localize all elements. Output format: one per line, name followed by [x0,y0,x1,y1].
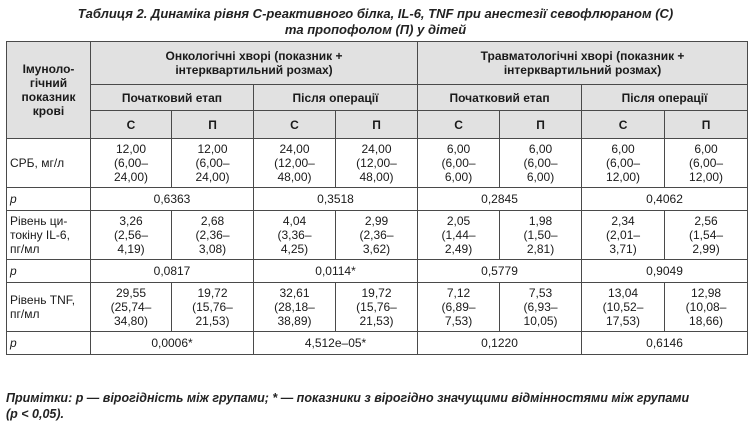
table-body: СРБ, мг/л 12,00 (6,00– 24,00) 12,00 (6,00– 24,… [6,138,749,355]
row-label: Рівень ци-токіну IL-6, пг/мл [6,210,91,260]
value-cell: 24,00 (12,00– 48,00) [253,138,336,188]
header-stage-after: Після операції [252,84,419,111]
value-cell: 12,00 (6,00– 24,00) [171,138,254,188]
value-cell: 6,00 (6,00– 6,00) [499,138,583,188]
value-cell: 2,56 (1,54– 2,99) [664,210,749,260]
table-note: Примітки: p — вірогідність між групами; … [6,390,751,422]
header-row-stages: Початковий етап Після операції Початкови… [7,84,749,111]
value-cell: 29,55 (25,74– 34,80) [90,282,172,332]
p-value: 0,6146 [581,331,749,355]
value-cell: 32,61 (28,18– 38,89) [253,282,336,332]
value-cell: 19,72 (15,76– 21,53) [171,282,254,332]
note-line-1: Примітки: p — вірогідність між групами; … [6,391,690,405]
value-cell: 1,98 (1,50– 2,81) [499,210,583,260]
header-group-onco: Онкологічні хворі (показник + інтеркварт… [89,41,419,85]
value-cell: 2,34 (2,01– 3,71) [581,210,666,260]
row-label: СРБ, мг/л [6,138,91,188]
p-label: p [6,259,91,283]
row-label: Рівень TNF, пг/мл [6,282,91,332]
value-cell: 2,68 (2,36– 3,08) [171,210,254,260]
p-value: 0,0114* [252,259,419,283]
value-cell: 4,04 (3,36– 4,25) [253,210,336,260]
header-col-s: С [90,110,172,139]
p-label: p [6,331,91,355]
p-value: 0,1220 [417,331,583,355]
p-value: 4,512e–05* [252,331,419,355]
header-col-p: П [499,110,583,139]
p-value: 0,0006* [90,331,254,355]
header-col-p: П [334,110,419,139]
header-row-label: Імуноло- гічний показник крові [6,41,91,139]
header-col-s: С [253,110,336,139]
header-col-p: П [171,110,254,139]
header-stage-initial: Початковий етап [417,84,583,111]
value-cell: 6,00 (6,00– 6,00) [417,138,501,188]
caption-line-2: та пропофолом (П) у дітей [284,22,467,37]
value-cell: 12,00 (6,00– 24,00) [90,138,172,188]
header-col-p: П [664,110,749,139]
value-cell: 3,26 (2,56– 4,19) [90,210,172,260]
value-cell: 7,12 (6,89– 7,53) [417,282,501,332]
value-cell: 12,98 (10,08– 18,66) [664,282,749,332]
p-value: 0,3518 [252,187,419,211]
header-col-s: С [581,110,666,139]
value-cell: 13,04 (10,52– 17,53) [581,282,666,332]
header-stage-initial: Початковий етап [90,84,254,111]
p-label: p [6,187,91,211]
data-table: Імуноло- гічний показник крові Онкологіч… [6,41,749,355]
p-value: 0,2845 [417,187,583,211]
value-cell: 24,00 (12,00– 48,00) [334,138,419,188]
header-group-trauma: Травматологічні хворі (показник + інтерк… [417,41,749,85]
p-row: p 0,0817 0,0114* 0,5779 0,9049 [6,259,749,283]
value-cell: 2,05 (1,44– 2,49) [417,210,501,260]
p-row: p 0,0006* 4,512e–05* 0,1220 0,6146 [6,331,749,355]
p-value: 0,5779 [417,259,583,283]
p-value: 0,4062 [581,187,749,211]
value-cell: 6,00 (6,00– 12,00) [581,138,666,188]
value-cell: 6,00 (6,00– 12,00) [664,138,749,188]
table-row: Рівень TNF, пг/мл 29,55 (25,74– 34,80) 19,72(… [6,282,749,332]
p-value: 0,0817 [90,259,254,283]
table-row: СРБ, мг/л 12,00 (6,00– 24,00) 12,00 (6,00– 24,… [6,138,749,188]
note-line-2: (p < 0,05). [6,407,65,421]
header-row-drugs: С П С П С П С П [7,110,749,139]
p-value: 0,6363 [90,187,254,211]
value-cell: 7,53 (6,93– 10,05) [499,282,583,332]
value-cell: 2,99 (2,36– 3,62) [334,210,419,260]
p-row: p 0,6363 0,3518 0,2845 0,4062 [6,187,749,211]
table-caption: Таблиця 2. Динаміка рівня С-реактивного … [0,6,751,38]
table-row: Рівень ци-токіну IL-6, пг/мл 3,26 (2,56– 4,1… [6,210,749,260]
header-row-groups: Імуноло- гічний показник крові Онкологіч… [6,41,749,139]
caption-line-1: Таблиця 2. Динаміка рівня С-реактивного … [77,6,674,21]
header-stage-after: Після операції [581,84,749,111]
value-cell: 19,72 (15,76– 21,53) [334,282,419,332]
header-col-s: С [417,110,501,139]
p-value: 0,9049 [581,259,749,283]
